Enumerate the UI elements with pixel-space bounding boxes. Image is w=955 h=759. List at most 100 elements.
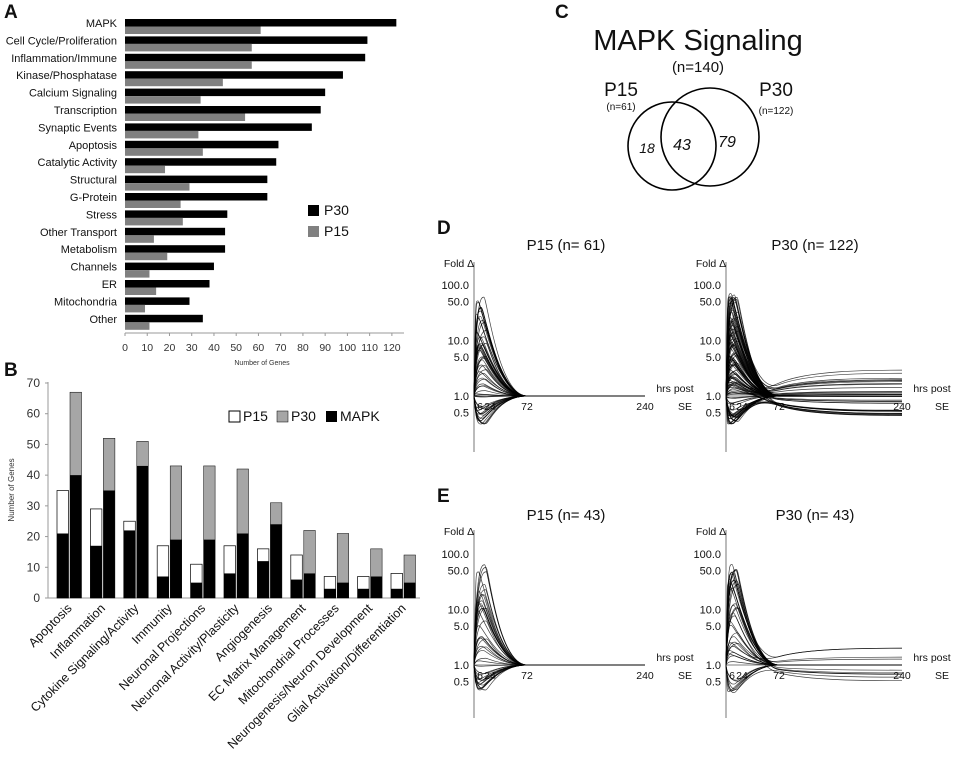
bar-p15-mapk bbox=[57, 533, 69, 598]
x-axis-label: SE bbox=[935, 670, 949, 682]
bar-p30 bbox=[125, 193, 268, 201]
y-tick-label: 60 bbox=[27, 407, 41, 421]
y-tick-label: 100.0 bbox=[441, 549, 469, 561]
category-label: Mitochondria bbox=[54, 296, 118, 308]
legend-swatch-p15-b bbox=[228, 410, 241, 423]
x-tick-label: 40 bbox=[208, 342, 220, 354]
y-tick-label: 10.0 bbox=[448, 335, 469, 347]
trend-line bbox=[725, 583, 902, 666]
trend-line bbox=[725, 323, 902, 397]
x-tick-label: 80 bbox=[297, 342, 309, 354]
bar-p30 bbox=[125, 158, 277, 166]
venn-n-p15: (n=61) bbox=[606, 102, 635, 113]
category-label: Kinase/Phosphatase bbox=[16, 70, 117, 82]
trend-line bbox=[473, 395, 645, 420]
trend-line bbox=[473, 395, 645, 415]
bar-p30-mapk bbox=[103, 490, 115, 598]
category-label: Channels bbox=[71, 262, 118, 274]
venn-circle-p15 bbox=[627, 101, 717, 191]
x-axis-label: hrs post bbox=[656, 383, 693, 395]
trend-line bbox=[725, 395, 903, 425]
legend-swatch-p15 bbox=[308, 226, 319, 237]
panel-a-bar-chart: MAPK Cell Cycle/Proliferation Inflammation… bbox=[6, 18, 404, 367]
panel-e-line-plots: P15 (n= 43) P30 (n= 43) Fold Δ 100.0 50.0 1… bbox=[441, 507, 951, 718]
panel-c-venn: MAPK Signaling (n=140) P15 (n=61) P30 (n… bbox=[593, 25, 803, 191]
y-tick-label: 5.0 bbox=[454, 352, 469, 364]
bar-p15-mapk bbox=[190, 582, 203, 598]
trend-line bbox=[725, 316, 903, 397]
panel-label-b: B bbox=[4, 360, 18, 381]
category-label: Structural bbox=[70, 175, 117, 187]
bar-p15-mapk bbox=[123, 530, 136, 598]
bar-p30 bbox=[125, 262, 214, 271]
trend-line bbox=[473, 329, 645, 397]
x-tick-label: 10 bbox=[141, 342, 153, 354]
bar-p30 bbox=[125, 71, 343, 79]
x-tick-label: 6 bbox=[729, 401, 735, 413]
x-tick-label: 100 bbox=[339, 342, 357, 354]
y-tick-label: 5.0 bbox=[454, 621, 469, 633]
bar-p30-mapk bbox=[70, 475, 82, 598]
trend-line bbox=[473, 307, 645, 397]
category-label: Inflammation/Immune bbox=[11, 53, 117, 65]
panel-b-y-label: Number of Genes bbox=[7, 458, 16, 521]
venn-total: (n=140) bbox=[672, 59, 724, 76]
trend-line bbox=[725, 342, 902, 397]
legend-swatch-p30-b bbox=[276, 410, 289, 423]
trend-line bbox=[725, 563, 903, 671]
x-tick-label: 72 bbox=[773, 670, 785, 682]
bar-p15 bbox=[125, 270, 150, 278]
bar-p15 bbox=[125, 43, 252, 52]
bar-p15 bbox=[125, 113, 246, 121]
bar-p30-mapk bbox=[270, 524, 282, 598]
bar-p30 bbox=[125, 140, 279, 149]
y-tick-label: 1.0 bbox=[454, 660, 469, 672]
bar-p30-mapk bbox=[136, 465, 149, 598]
x-tick-label: 60 bbox=[253, 342, 265, 354]
y-tick-label: 100.0 bbox=[441, 280, 469, 292]
panel-label-a: A bbox=[4, 2, 18, 23]
venn-title: MAPK Signaling bbox=[593, 25, 803, 57]
trend-line bbox=[725, 569, 902, 666]
trend-line bbox=[473, 395, 645, 425]
category-label: ER bbox=[102, 279, 117, 291]
bar-p15-mapk bbox=[224, 573, 236, 598]
trend-line bbox=[473, 566, 645, 666]
trend-line bbox=[725, 646, 903, 666]
x-tick-label: 30 bbox=[186, 342, 198, 354]
bar-p30 bbox=[125, 245, 226, 253]
trend-line bbox=[725, 572, 903, 675]
y-tick-label: 50.0 bbox=[448, 566, 469, 578]
bar-p30 bbox=[125, 280, 210, 288]
bar-p15-mapk bbox=[290, 579, 303, 598]
bar-p30 bbox=[125, 175, 268, 184]
x-axis-label: SE bbox=[935, 401, 949, 413]
trend-line bbox=[473, 571, 645, 666]
bar-p30 bbox=[125, 19, 397, 27]
y-tick-label: 40 bbox=[27, 468, 41, 482]
bar-p15 bbox=[125, 304, 146, 313]
y-tick-label: 100.0 bbox=[693, 549, 721, 561]
bar-p15 bbox=[125, 287, 157, 295]
x-tick-label: 0 bbox=[122, 342, 128, 354]
panel-a-x-label: Number of Genes bbox=[234, 360, 290, 367]
y-tick-label: 1.0 bbox=[706, 391, 721, 403]
x-tick-label: 110 bbox=[361, 342, 378, 354]
e-left-title: P15 (n= 43) bbox=[527, 507, 606, 524]
bar-p30 bbox=[125, 314, 203, 323]
x-axis-label: SE bbox=[678, 670, 692, 682]
y-tick-label: 0 bbox=[33, 591, 40, 605]
bar-p15 bbox=[125, 217, 183, 226]
x-tick-label: 240 bbox=[893, 670, 911, 682]
x-tick-label: 120 bbox=[383, 342, 401, 354]
category-label: Cell Cycle/Proliferation bbox=[6, 35, 117, 47]
venn-region-p15-only: 18 bbox=[639, 140, 655, 156]
category-label: Catalytic Activity bbox=[38, 157, 118, 169]
y-tick-label: 0.5 bbox=[706, 677, 721, 689]
y-tick-label: 30 bbox=[27, 499, 41, 513]
bar-p15 bbox=[125, 61, 252, 69]
x-tick-label: 72 bbox=[773, 401, 785, 413]
venn-n-p30: (n=122) bbox=[759, 106, 794, 117]
bar-p30-mapk bbox=[303, 573, 316, 598]
